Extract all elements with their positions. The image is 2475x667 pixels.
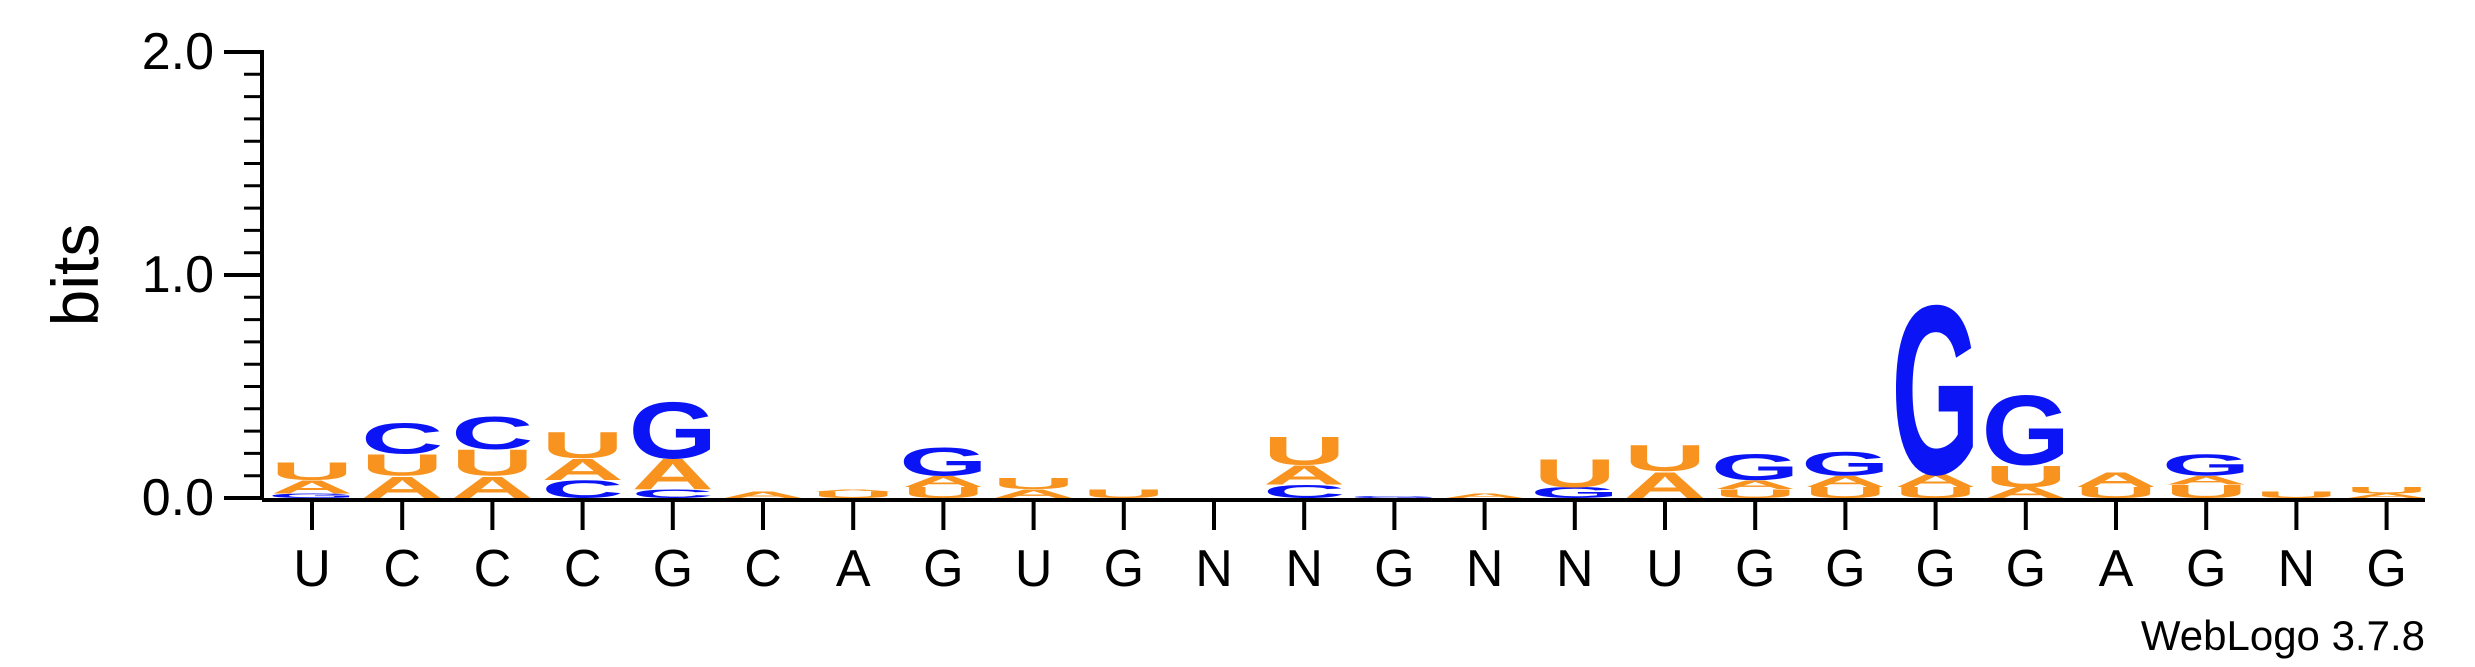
- y-axis: 2.0 1.0 0.0 bits: [38, 23, 264, 527]
- glyph-A-pos-14: A: [1443, 492, 1525, 499]
- glyph-U-pos-4: U: [541, 424, 623, 466]
- position-label-22: G: [2186, 540, 2226, 598]
- position-label-15: N: [1556, 540, 1594, 598]
- position-label-14: N: [1466, 540, 1504, 598]
- glyph-A-pos-20: A: [1985, 484, 2067, 501]
- y-axis-title: bits: [38, 224, 112, 327]
- glyph-A-pos-6: A: [722, 490, 804, 500]
- glyph-U-pos-19: U: [1894, 484, 1976, 501]
- glyph-C-pos-5: C: [632, 487, 714, 501]
- glyph-A-pos-7: A: [812, 489, 894, 492]
- position-label-18: G: [1825, 540, 1865, 598]
- position-label-1: U: [293, 540, 331, 598]
- glyph-C-pos-4: C: [541, 476, 623, 504]
- glyph-U-pos-16: U: [1624, 437, 1706, 479]
- glyph-C-pos-12: C: [1263, 481, 1345, 502]
- y-minor-ticks: [244, 72, 262, 478]
- glyph-U-pos-15: U: [1534, 451, 1616, 496]
- position-label-9: U: [1015, 540, 1053, 598]
- position-label-24: G: [2366, 540, 2406, 598]
- glyph-U-pos-7: U: [812, 490, 894, 500]
- glyph-G-pos-1: G: [268, 492, 357, 499]
- position-label-21: A: [2099, 540, 2134, 598]
- position-label-23: N: [2278, 540, 2316, 598]
- glyph-U-pos-10: U: [1083, 487, 1165, 501]
- weblogo-credit: WebLogo 3.7.8: [2141, 612, 2425, 659]
- glyph-A-pos-24: A: [2345, 492, 2427, 499]
- glyph-U-pos-8: U: [902, 484, 984, 501]
- glyph-U-pos-9: U: [992, 475, 1074, 492]
- glyph-A-pos-12: A: [1263, 459, 1345, 490]
- glyph-C-pos-3: C: [451, 407, 533, 459]
- position-label-4: C: [564, 540, 602, 598]
- glyph-U-pos-24: U: [2345, 485, 2427, 495]
- glyph-G-pos-19: G: [1891, 256, 1980, 526]
- glyph-A-pos-18: A: [1804, 473, 1886, 490]
- glyph-A-pos-16: A: [1624, 464, 1706, 506]
- position-label-12: N: [1285, 540, 1323, 598]
- glyph-A-pos-22: A: [2165, 474, 2247, 488]
- glyph-U-pos-2: U: [361, 447, 443, 482]
- glyph-G-pos-20: G: [1982, 374, 2071, 485]
- glyph-A-pos-3: A: [451, 470, 533, 505]
- position-label-16: U: [1646, 540, 1684, 598]
- position-label-7: A: [836, 540, 871, 598]
- position-label-8: G: [923, 540, 963, 598]
- glyph-C-pos-2: C: [361, 415, 443, 463]
- glyph-A-pos-1: A: [271, 477, 353, 498]
- position-label-6: C: [744, 540, 782, 598]
- glyph-U-pos-23: U: [2255, 490, 2337, 500]
- glyph-A-pos-4: A: [541, 452, 623, 487]
- position-label-10: G: [1104, 540, 1144, 598]
- position-label-17: G: [1735, 540, 1775, 598]
- glyph-G-pos-8: G: [899, 440, 988, 485]
- y-tick-label-2: 2.0: [142, 23, 214, 81]
- glyph-A-pos-5: A: [632, 450, 714, 498]
- position-label-5: G: [653, 540, 693, 598]
- glyph-A-pos-19: A: [1894, 470, 1976, 491]
- glyph-A-pos-9: A: [992, 487, 1074, 501]
- glyph-G-pos-18: G: [1801, 445, 1890, 483]
- glyph-U-pos-22: U: [2165, 481, 2247, 502]
- glyph-G-pos-13: G: [1350, 495, 1439, 498]
- position-label-11: N: [1195, 540, 1233, 598]
- glyph-G-pos-15: G: [1531, 484, 1620, 501]
- glyph-U-pos-18: U: [1804, 484, 1886, 501]
- glyph-A-pos-8: A: [902, 473, 984, 490]
- position-label-3: C: [474, 540, 512, 598]
- y-tick-label-1: 1.0: [142, 246, 214, 304]
- glyph-U-pos-12: U: [1263, 429, 1345, 474]
- glyph-U-pos-1: U: [271, 458, 353, 486]
- glyph-A-pos-17: A: [1714, 478, 1796, 492]
- position-label-13: G: [1374, 540, 1414, 598]
- glyph-G-pos-22: G: [2162, 447, 2251, 482]
- glyph-U-pos-20: U: [1985, 459, 2067, 494]
- glyph-G-pos-17: G: [1711, 446, 1800, 488]
- glyph-A-pos-21: A: [2075, 468, 2157, 492]
- glyph-U-pos-21: U: [2075, 484, 2157, 501]
- position-label-19: G: [1915, 540, 1955, 598]
- y-tick-label-0: 0.0: [142, 469, 214, 527]
- position-label-20: G: [2006, 540, 2046, 598]
- glyph-A-pos-2: A: [361, 470, 443, 505]
- glyph-U-pos-17: U: [1714, 487, 1796, 501]
- glyph-G-pos-5: G: [629, 385, 718, 475]
- position-label-2: C: [383, 540, 421, 598]
- glyph-U-pos-3: U: [451, 442, 533, 484]
